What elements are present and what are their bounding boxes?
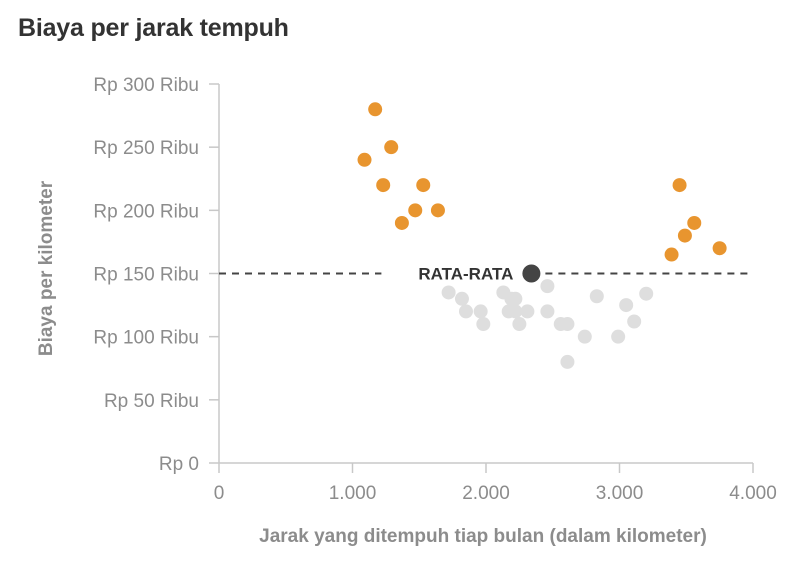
data-point bbox=[458, 304, 473, 319]
data-point bbox=[560, 354, 575, 369]
y-tick-label: Rp 150 Ribu bbox=[93, 265, 199, 286]
data-point bbox=[520, 304, 535, 319]
average-label: RATA-RATA bbox=[418, 265, 513, 284]
data-point bbox=[508, 304, 523, 319]
data-point bbox=[512, 317, 527, 332]
data-points bbox=[357, 102, 727, 369]
highlight-point bbox=[368, 102, 383, 117]
highlight-point bbox=[376, 178, 391, 193]
chart-title: Biaya per jarak tempuh bbox=[18, 14, 289, 42]
highlight-point bbox=[384, 140, 399, 155]
y-axis-title: Biaya per kilometer bbox=[36, 180, 57, 356]
highlight-point bbox=[357, 152, 372, 167]
highlight-point bbox=[408, 203, 423, 218]
data-point bbox=[508, 291, 523, 306]
data-point bbox=[476, 317, 491, 332]
y-tick-label: Rp 0 bbox=[159, 454, 199, 475]
data-point bbox=[473, 304, 488, 319]
data-point bbox=[589, 289, 604, 304]
x-tick-label: 3.000 bbox=[596, 483, 644, 504]
data-point bbox=[611, 329, 626, 344]
x-axis: 0 1.000 2.000 3.000 4.000 bbox=[214, 462, 777, 504]
y-axis: Rp 0 Rp 50 Ribu Rp 100 Ribu Rp 150 Ribu Rp 2… bbox=[93, 75, 220, 475]
y-tick-label: Rp 300 Ribu bbox=[93, 75, 199, 96]
data-point bbox=[560, 317, 575, 332]
y-tick-label: Rp 50 Ribu bbox=[104, 391, 199, 412]
reference-line-group: RATA-RATA bbox=[219, 264, 753, 284]
x-tick-label: 1.000 bbox=[329, 483, 377, 504]
data-point bbox=[540, 304, 555, 319]
data-point bbox=[627, 314, 642, 329]
data-point bbox=[619, 298, 634, 313]
highlight-point bbox=[672, 178, 687, 193]
highlight-point bbox=[416, 178, 431, 193]
data-point bbox=[441, 285, 456, 300]
highlight-point bbox=[430, 203, 445, 218]
x-tick-label: 2.000 bbox=[462, 483, 510, 504]
y-tick-label: Rp 250 Ribu bbox=[93, 138, 199, 159]
highlight-point bbox=[687, 215, 702, 230]
x-tick-label: 0 bbox=[214, 483, 225, 504]
x-tick-label: 4.000 bbox=[729, 483, 777, 504]
data-point bbox=[639, 286, 654, 301]
highlight-point bbox=[394, 215, 409, 230]
data-point bbox=[577, 329, 592, 344]
y-tick-label: Rp 200 Ribu bbox=[93, 201, 199, 222]
x-axis-title: Jarak yang ditempuh tiap bulan (dalam ki… bbox=[259, 526, 707, 547]
highlight-point bbox=[664, 247, 679, 262]
highlight-point bbox=[712, 241, 727, 256]
average-marker bbox=[522, 264, 541, 283]
data-point bbox=[540, 279, 555, 294]
y-tick-label: Rp 100 Ribu bbox=[93, 328, 199, 349]
highlight-point bbox=[677, 228, 692, 243]
data-point bbox=[454, 291, 469, 306]
